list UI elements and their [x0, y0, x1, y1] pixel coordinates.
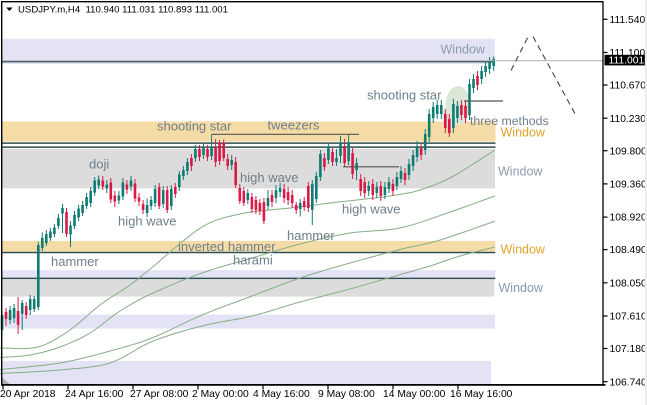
svg-text:106.740: 106.740: [610, 377, 647, 388]
svg-text:109.800: 109.800: [610, 146, 647, 157]
svg-text:107.180: 107.180: [610, 344, 647, 355]
svg-text:USDJPY.m,H4 110.940 111.031 1: USDJPY.m,H4 110.940 111.031 110.893 111.…: [18, 4, 228, 15]
svg-text:2 May 00:00: 2 May 00:00: [192, 389, 249, 400]
svg-text:4 May 16:00: 4 May 16:00: [253, 389, 310, 400]
svg-text:doji: doji: [89, 157, 109, 172]
svg-text:three methods: three methods: [470, 114, 549, 128]
svg-text:hammer: hammer: [287, 228, 335, 243]
svg-text:110.230: 110.230: [610, 114, 647, 125]
svg-text:shooting star: shooting star: [157, 119, 232, 134]
svg-text:high wave: high wave: [118, 214, 177, 229]
svg-text:Window: Window: [498, 165, 543, 179]
svg-text:20 Apr 2018: 20 Apr 2018: [0, 389, 56, 400]
svg-text:high wave: high wave: [240, 170, 299, 185]
svg-text:27 Apr 08:00: 27 Apr 08:00: [130, 389, 189, 400]
svg-text:16 May 16:00: 16 May 16:00: [450, 389, 513, 400]
svg-text:111.540: 111.540: [610, 15, 646, 26]
svg-text:inverted hammer: inverted hammer: [178, 239, 276, 254]
svg-text:108.920: 108.920: [610, 213, 647, 224]
svg-text:109.360: 109.360: [610, 180, 647, 191]
svg-text:Window: Window: [501, 243, 546, 257]
svg-text:108.050: 108.050: [610, 278, 647, 289]
svg-text:Window: Window: [501, 126, 546, 140]
svg-text:111.001: 111.001: [609, 56, 645, 67]
svg-text:9 May 08:00: 9 May 08:00: [318, 389, 375, 400]
svg-text:110.670: 110.670: [610, 81, 647, 92]
svg-text:24 Apr 16:00: 24 Apr 16:00: [65, 389, 124, 400]
svg-text:high wave: high wave: [342, 202, 401, 217]
svg-text:hammer: hammer: [51, 254, 99, 269]
svg-text:108.490: 108.490: [610, 245, 647, 256]
svg-text:harami: harami: [233, 253, 273, 268]
svg-text:tweezers: tweezers: [268, 118, 321, 133]
svg-text:Window: Window: [499, 281, 544, 295]
svg-text:shooting star: shooting star: [367, 88, 442, 103]
svg-text:107.610: 107.610: [610, 312, 647, 323]
svg-text:Window: Window: [441, 43, 486, 57]
svg-text:14 May 00:00: 14 May 00:00: [383, 389, 446, 400]
svg-text:111.100: 111.100: [610, 48, 646, 59]
